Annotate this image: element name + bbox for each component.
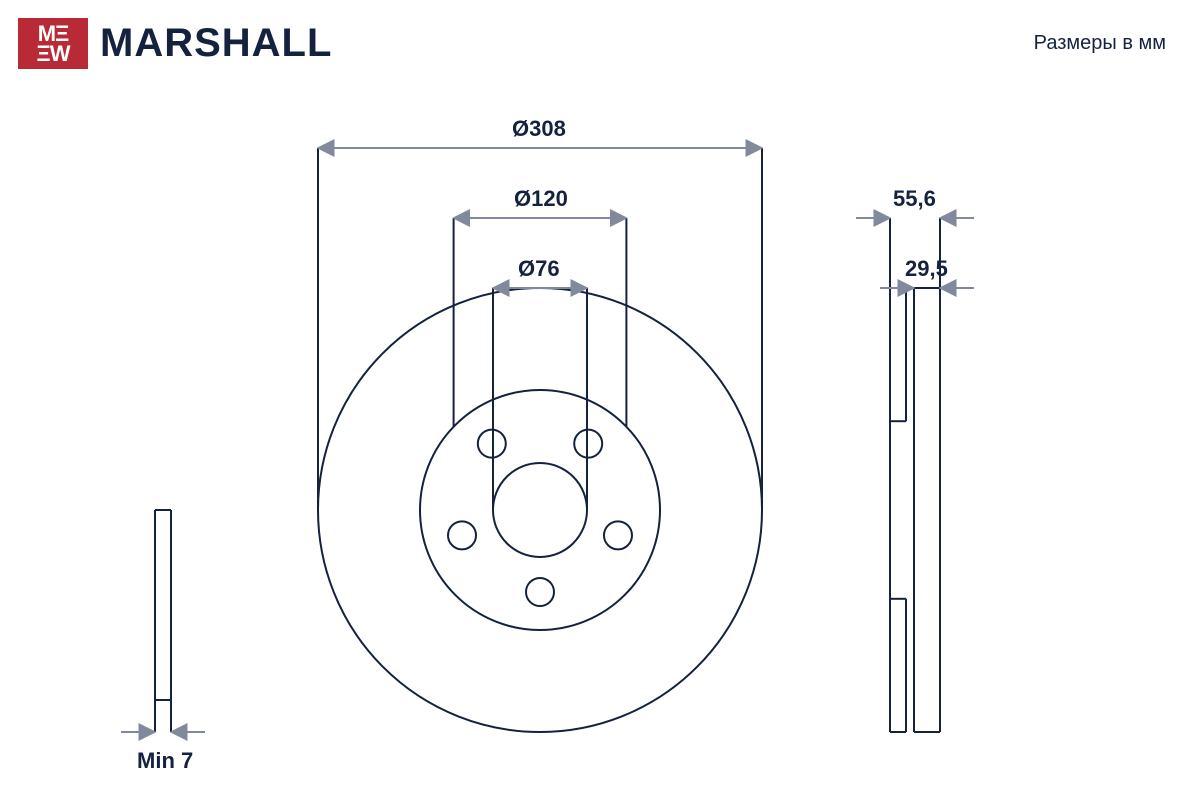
dim-label-min7: Min 7 <box>137 748 193 774</box>
technical-drawing <box>0 0 1200 800</box>
dim-label-556: 55,6 <box>893 186 936 212</box>
dim-label-295: 29,5 <box>905 256 948 282</box>
dim-label-d76: Ø76 <box>518 256 560 282</box>
dim-label-d308: Ø308 <box>512 116 566 142</box>
dim-label-d120: Ø120 <box>514 186 568 212</box>
